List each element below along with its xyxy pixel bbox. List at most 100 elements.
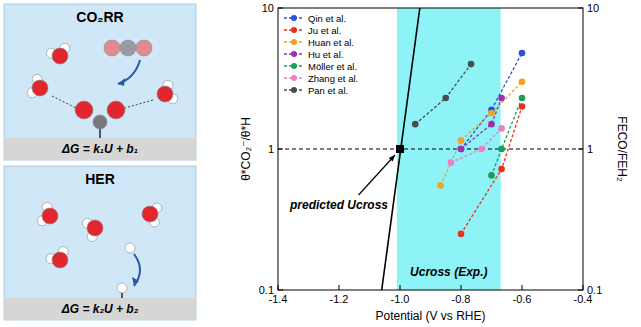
legend-marker	[291, 75, 297, 81]
data-point	[468, 61, 475, 68]
y-tick-label: 1	[268, 143, 274, 155]
atom	[125, 243, 135, 253]
atom	[117, 283, 127, 293]
atom	[142, 206, 158, 222]
atom	[93, 115, 107, 129]
reference-line	[278, 149, 583, 150]
x-tick-label: -1.0	[391, 293, 410, 305]
y2-tick	[578, 8, 583, 9]
panel-equation: ΔG = k₁U + b₁	[61, 142, 138, 156]
plot-frame	[278, 8, 583, 290]
x-tick	[522, 285, 523, 290]
legend-label: Zhang et al.	[308, 73, 358, 84]
annotation: predicted Ucross	[289, 198, 388, 212]
band-label: Ucross (Exp.)	[410, 265, 487, 279]
series-line	[461, 98, 502, 149]
arrow-head	[132, 277, 139, 286]
surface	[4, 138, 196, 160]
legend-label: Qin et al.	[308, 13, 346, 24]
data-point	[488, 121, 495, 128]
data-point	[519, 50, 526, 57]
y2-tick	[578, 149, 583, 150]
data-point	[488, 110, 495, 117]
panel-background	[4, 166, 196, 320]
atom	[157, 86, 173, 102]
x-axis-title: Potential (V vs RHE)	[375, 309, 485, 323]
series-line	[451, 128, 502, 162]
y2-axis-title: FECO/FEH₂	[615, 116, 629, 182]
plot-area	[278, 8, 583, 290]
y-tick-label: 0.1	[259, 284, 274, 296]
series-line	[415, 64, 471, 124]
legend-marker	[291, 39, 297, 45]
series-line	[492, 98, 523, 175]
panel-equation: ΔG = k₂U + b₂	[61, 302, 139, 316]
legend-label: Ju et al.	[308, 25, 341, 36]
data-point	[519, 78, 526, 85]
series-line	[461, 107, 522, 234]
y-tick	[278, 8, 283, 9]
panel-title: HER	[85, 171, 115, 187]
h-bond	[52, 96, 76, 108]
legend-label: Hu et al.	[308, 49, 343, 60]
data-point	[458, 231, 465, 238]
y2-tick-label: 10	[587, 2, 599, 14]
atom	[87, 220, 103, 236]
x-tick-label: -0.6	[513, 293, 532, 305]
x-tick	[339, 285, 340, 290]
x-tick	[400, 285, 401, 290]
data-point	[448, 159, 455, 166]
x-tick	[461, 285, 462, 290]
atom	[52, 252, 68, 268]
atom	[136, 40, 152, 56]
legend-marker	[291, 87, 297, 93]
y2-tick-label: 0.1	[587, 284, 602, 296]
atom	[120, 40, 136, 56]
atom	[52, 48, 68, 64]
surface	[4, 298, 196, 320]
y-tick-label: 10	[262, 2, 274, 14]
h-bond	[125, 100, 153, 108]
figure: CO₂RRΔG = k₁U + b₁HERΔG = k₂U + b₂-1.4-1…	[0, 0, 641, 327]
y-tick	[278, 149, 283, 150]
data-point	[488, 172, 495, 179]
series-line	[441, 82, 522, 186]
legend-label: Möller et al.	[308, 61, 357, 72]
data-point	[498, 166, 505, 173]
legend-label: Huan et al.	[308, 37, 354, 48]
diagram-panel: CO₂RR ΔG = k₁U + b₁	[4, 4, 196, 160]
data-point	[498, 125, 505, 132]
annotation-arrow	[359, 155, 395, 195]
model-line	[382, 8, 420, 290]
data-point	[437, 182, 444, 189]
y2-tick-label: 1	[587, 143, 593, 155]
y2-tick	[578, 290, 583, 291]
legend-marker	[291, 63, 297, 69]
y-axis-title: θ*CO₂⁻/θ*H	[239, 117, 253, 181]
atom	[107, 101, 125, 119]
data-point	[458, 146, 465, 153]
x-tick	[583, 285, 584, 290]
x-tick	[278, 285, 279, 290]
arrow	[118, 60, 140, 84]
data-point	[498, 146, 505, 153]
atom	[42, 208, 58, 224]
atom	[75, 101, 93, 119]
legend-label: Pan et al.	[308, 85, 348, 96]
data-point	[478, 146, 485, 153]
legend-marker	[291, 51, 297, 57]
x-tick-label: -0.8	[452, 293, 471, 305]
data-point	[458, 137, 465, 144]
atom	[104, 40, 120, 56]
arrow-head	[118, 78, 125, 86]
diagram-panel: HER ΔG = k₂U + b₂	[4, 166, 196, 320]
legend: Qin et al.Ju et al.Huan et al.Hu et al.M…	[284, 13, 358, 96]
panel-background	[4, 4, 196, 160]
panel-title: CO₂RR	[76, 9, 123, 25]
legend-marker	[291, 15, 297, 21]
atom	[32, 80, 48, 96]
annotation-arrow-head	[389, 155, 395, 162]
x-tick-label: -1.2	[330, 293, 349, 305]
data-point	[442, 95, 449, 102]
data-point	[519, 95, 526, 102]
